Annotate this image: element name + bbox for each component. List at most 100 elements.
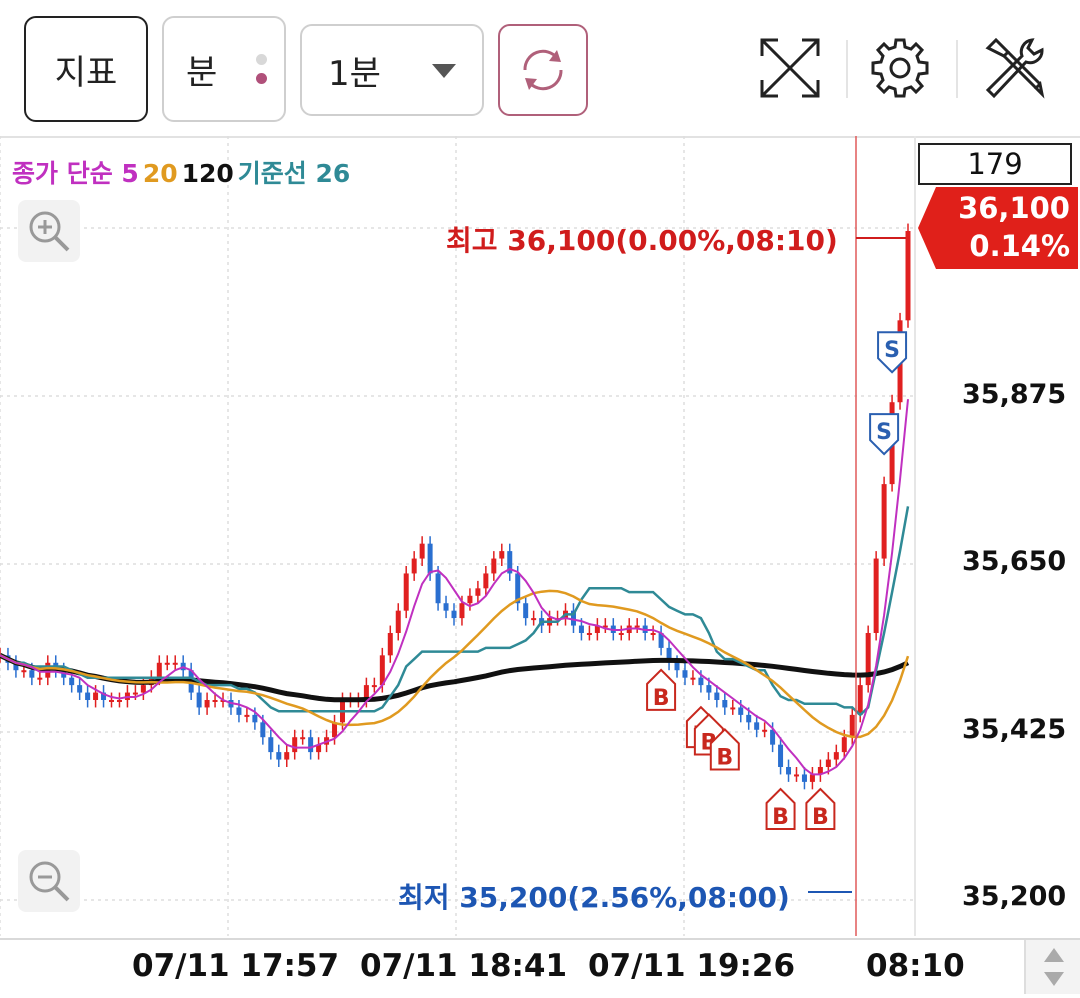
gear-icon[interactable] [866, 34, 934, 102]
candle-body [316, 744, 322, 753]
current-volume-badge: 179 [918, 143, 1072, 185]
candle-body [443, 603, 449, 611]
candle-body [483, 573, 489, 589]
candle-body [69, 677, 75, 686]
indicator-button[interactable]: 지표 [24, 16, 148, 122]
candle-body [93, 692, 99, 700]
toolbar-divider [846, 40, 848, 98]
candle-body [387, 633, 393, 656]
candle-body [284, 752, 290, 760]
candle-body [841, 737, 847, 753]
candle-body [395, 610, 401, 633]
legend-item: 기준선 26 [237, 159, 351, 188]
x-tick-label: 07/11 17:57 [132, 948, 340, 984]
y-tick-label: 35,200 [962, 881, 1067, 912]
candle-body [236, 707, 242, 715]
candle-body [172, 662, 178, 665]
candle-body [260, 722, 266, 738]
candle-body [825, 759, 831, 767]
candle-body [714, 692, 720, 700]
svg-text:B: B [812, 805, 829, 830]
candle-body [754, 722, 760, 730]
tools-icon[interactable] [978, 34, 1046, 102]
candle-body [594, 625, 600, 633]
candle-body [37, 677, 43, 680]
zoom-in-button[interactable] [18, 200, 80, 262]
axis-scroll-button[interactable] [1024, 940, 1080, 994]
candle-body [204, 700, 210, 708]
period-select[interactable]: 1분 [300, 24, 484, 116]
svg-text:B: B [772, 805, 789, 830]
candle-body [164, 662, 170, 665]
buy-signal-marker: B [765, 787, 796, 830]
candle-body [363, 685, 369, 700]
y-tick-label: 35,425 [962, 713, 1067, 745]
candle-body [29, 670, 35, 678]
y-tick-label: 35,650 [962, 546, 1067, 577]
svg-text:S: S [876, 420, 892, 445]
refresh-button[interactable] [498, 24, 588, 116]
svg-text:S: S [884, 338, 900, 363]
legend-item: 120 [181, 159, 234, 188]
candle-body [857, 685, 863, 715]
candlestick-chart[interactable]: BBBBBBSS [0, 136, 1080, 936]
chevron-down-icon [432, 64, 456, 78]
current-price-tag: 36,100 0.14% [918, 187, 1078, 269]
candle-body [140, 685, 146, 693]
candle-body [109, 700, 115, 702]
x-axis[interactable]: 07/11 17:57 07/11 18:41 07/11 19:26 08:10 [0, 938, 1080, 994]
candle-body [244, 714, 250, 717]
candle-body [156, 662, 162, 678]
ma5-line [0, 399, 909, 776]
candle-body [300, 737, 306, 740]
candle-body [499, 551, 505, 559]
zoom-out-button[interactable] [18, 850, 80, 912]
candle-body [809, 774, 815, 782]
candle-body [475, 588, 481, 596]
candle-body [276, 752, 282, 760]
candle-body [698, 677, 704, 686]
y-tick-label: 35,875 [962, 378, 1067, 410]
candle-body [459, 603, 465, 619]
candle-body [116, 700, 122, 702]
unit-button[interactable]: 분 [162, 16, 286, 122]
candle-body [268, 737, 274, 753]
chart-toolbar: 지표 분 1분 [0, 0, 1080, 138]
candle-body [515, 573, 521, 604]
candle-body [507, 551, 513, 574]
candle-body [570, 610, 576, 626]
candle-body [196, 692, 202, 708]
up-down-icon [1044, 948, 1064, 986]
buy-signal-marker: B [805, 787, 836, 830]
candle-body [738, 707, 744, 715]
candle-body [586, 633, 592, 635]
more-dots-icon [256, 54, 268, 92]
candle-body [865, 633, 871, 686]
candle-body [578, 625, 584, 633]
candle-body [690, 677, 696, 680]
candle-body [332, 722, 338, 738]
expand-icon[interactable] [756, 34, 824, 102]
zoom-in-icon [29, 211, 70, 252]
candle-body [292, 737, 298, 753]
ma20-line [0, 589, 910, 739]
toolbar-divider [956, 40, 958, 98]
current-change-value: 0.14% [969, 229, 1070, 263]
candle-body [706, 685, 712, 693]
low-price-annotation: 최저 35,200(2.56%,08:00) [398, 881, 790, 914]
current-price-value: 36,100 [958, 191, 1070, 225]
candle-body [849, 714, 855, 738]
svg-text:B: B [653, 686, 670, 711]
candle-body [833, 752, 839, 760]
legend-item: 종가 단순 5 [12, 159, 139, 188]
x-tick-label: 08:10 [866, 948, 965, 984]
buy-signal-marker: B [709, 728, 740, 770]
buy-signal-marker: B [646, 668, 677, 711]
x-tick-label: 07/11 18:41 [360, 948, 568, 984]
candle-body [722, 700, 728, 708]
sell-signal-marker: S [877, 331, 908, 374]
current-volume-value: 179 [967, 147, 1023, 181]
candle-body [650, 633, 656, 635]
candle-body [873, 558, 879, 633]
candle-body [730, 707, 736, 710]
